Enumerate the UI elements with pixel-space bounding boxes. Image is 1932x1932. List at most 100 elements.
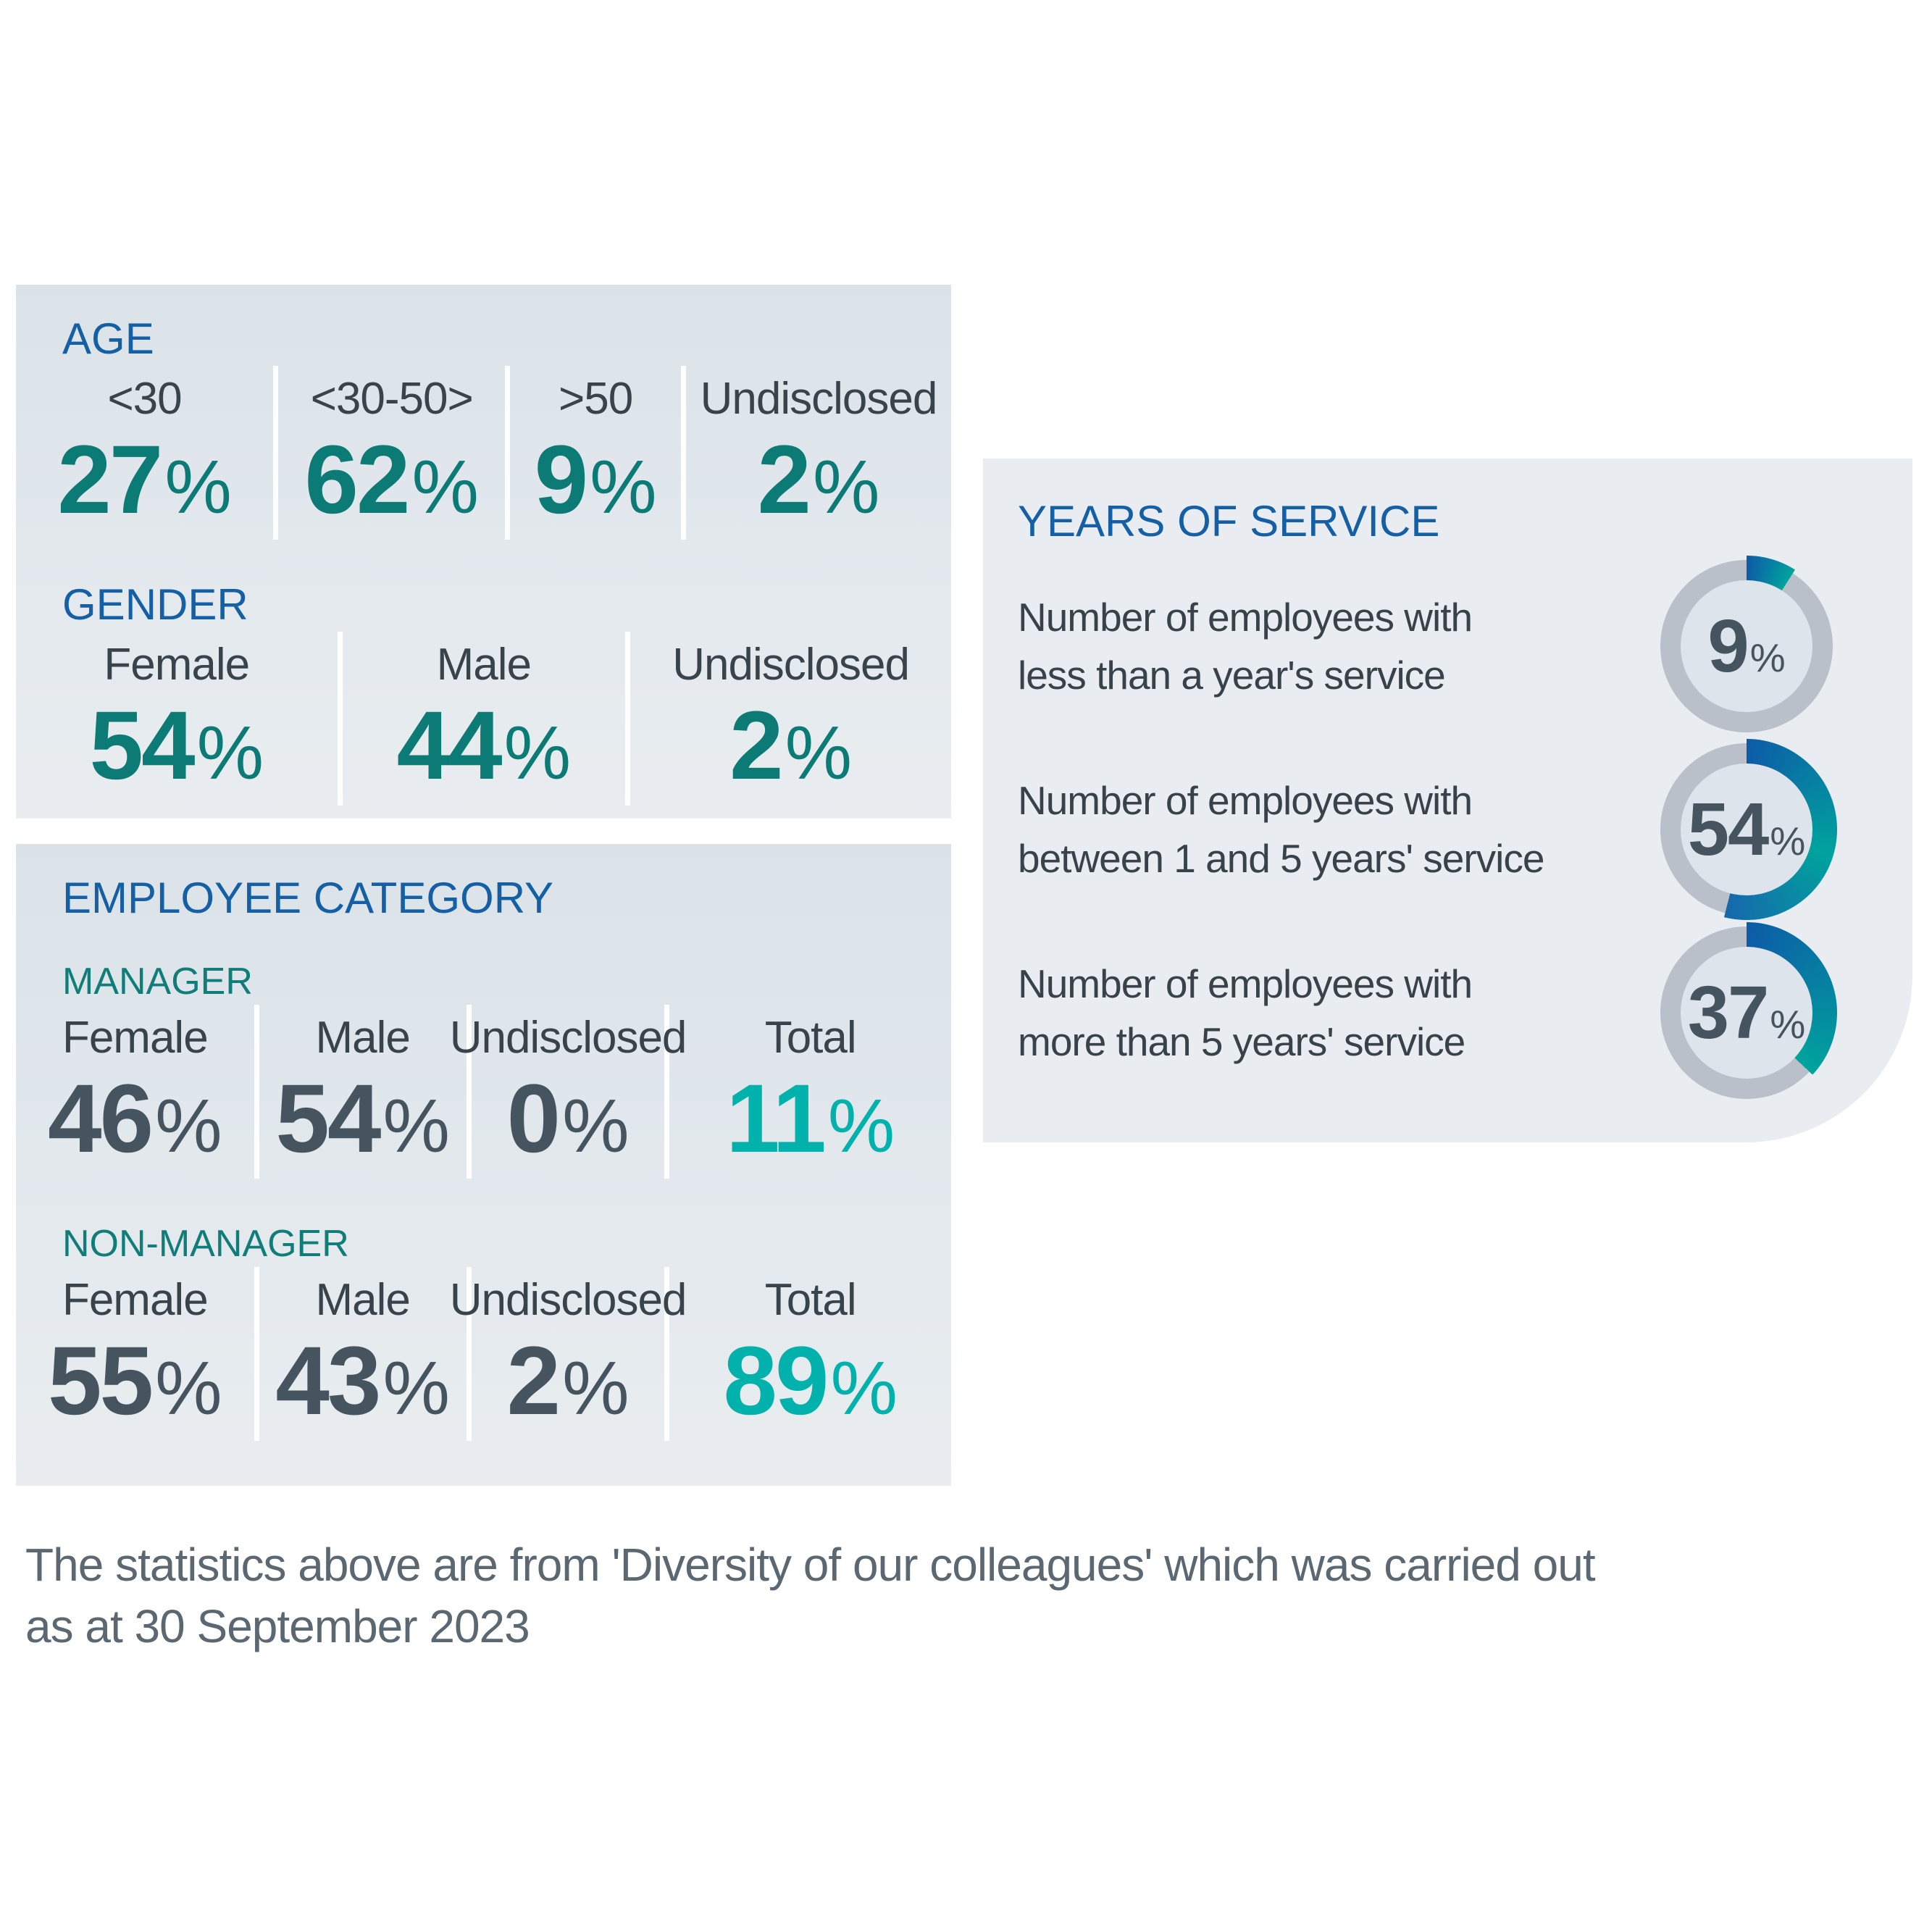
years-of-service-title: YEARS OF SERVICE bbox=[1018, 497, 1440, 545]
stat-value: 11% bbox=[726, 1065, 895, 1173]
source-note: The statistics above are from 'Diversity… bbox=[25, 1534, 1800, 1657]
service-row-text: Number of employees with more than 5 yea… bbox=[1018, 955, 1656, 1071]
gender-cell-undisclosed: Undisclosed 2% bbox=[630, 632, 951, 806]
service-text-line2: between 1 and 5 years' service bbox=[1018, 835, 1545, 881]
stat-value: 54% bbox=[275, 1065, 450, 1173]
non-manager-stat-row: Female 55% Male 43% Undisclosed 2% Total… bbox=[16, 1267, 951, 1441]
donut-value-label: 54% bbox=[1687, 787, 1806, 871]
percent-sign: % bbox=[196, 711, 264, 795]
donut-chart-1-to-5-years: 54% bbox=[1656, 738, 1837, 920]
panel-years-of-service: YEARS OF SERVICE Number of employees wit… bbox=[983, 459, 1912, 1142]
employee-category-title: EMPLOYEE CATEGORY bbox=[62, 874, 553, 922]
percent-sign: % bbox=[382, 1347, 450, 1431]
donut-hole: 9% bbox=[1681, 580, 1812, 712]
manager-stat-row: Female 46% Male 54% Undisclosed 0% Total… bbox=[16, 1005, 951, 1179]
source-note-line2: as at 30 September 2023 bbox=[25, 1600, 530, 1652]
stat-value: 62% bbox=[304, 426, 479, 534]
stat-value: 2% bbox=[757, 426, 880, 534]
percent-sign: % bbox=[562, 1347, 630, 1431]
percent-sign: % bbox=[785, 711, 853, 795]
service-row-text: Number of employees with less than a yea… bbox=[1018, 588, 1656, 704]
stat-value: 89% bbox=[723, 1327, 898, 1435]
stat-value: 27% bbox=[57, 426, 232, 534]
service-text-line1: Number of employees with bbox=[1018, 961, 1473, 1006]
gender-cell-female: Female 54% bbox=[16, 632, 343, 806]
non-manager-cell-undisclosed: Undisclosed 2% bbox=[450, 1267, 687, 1441]
manager-cell-total: Total 11% bbox=[669, 1005, 951, 1179]
service-row-1-to-5-years: Number of employees with between 1 and 5… bbox=[1018, 737, 1912, 921]
non-manager-cell-female: Female 55% bbox=[16, 1267, 259, 1441]
donut-chart-more-than-5-years: 37% bbox=[1656, 921, 1837, 1103]
service-text-line1: Number of employees with bbox=[1018, 777, 1473, 823]
percent-sign: % bbox=[382, 1084, 450, 1168]
percent-sign: % bbox=[827, 1084, 895, 1168]
percent-sign: % bbox=[411, 446, 479, 530]
donut-value-label: 37% bbox=[1687, 970, 1806, 1054]
stat-value: 46% bbox=[48, 1065, 222, 1173]
donut-hole: 37% bbox=[1681, 946, 1812, 1079]
stat-label: Total bbox=[764, 1275, 857, 1325]
non-manager-cell-total: Total 89% bbox=[669, 1267, 951, 1441]
panel-employee-category: EMPLOYEE CATEGORY MANAGER Female 46% Mal… bbox=[16, 844, 951, 1486]
age-cell-undisclosed: Undisclosed 2% bbox=[686, 366, 951, 540]
manager-subtitle: MANAGER bbox=[62, 961, 253, 1003]
service-row-text: Number of employees with between 1 and 5… bbox=[1018, 771, 1656, 887]
service-text-line2: less than a year's service bbox=[1018, 652, 1446, 698]
service-row-more-than-5-years: Number of employees with more than 5 yea… bbox=[1018, 921, 1912, 1104]
age-section-title: AGE bbox=[62, 314, 154, 363]
stat-label: <30 bbox=[107, 374, 182, 424]
stat-label: <30-50> bbox=[310, 374, 474, 424]
donut-chart-less-than-1-year: 9% bbox=[1656, 555, 1837, 737]
stat-label: Undisclosed bbox=[449, 1013, 687, 1063]
age-cell-under-30: <30 27% bbox=[16, 366, 279, 540]
service-row-less-than-1-year: Number of employees with less than a yea… bbox=[1018, 554, 1912, 737]
manager-cell-male: Male 54% bbox=[259, 1005, 472, 1179]
percent-sign: % bbox=[1770, 818, 1806, 863]
stat-value: 54% bbox=[89, 692, 264, 800]
donut-hole: 54% bbox=[1681, 763, 1812, 895]
stat-value: 9% bbox=[534, 426, 657, 534]
stat-value: 0% bbox=[506, 1065, 630, 1173]
percent-sign: % bbox=[830, 1347, 898, 1431]
service-text-line2: more than 5 years' service bbox=[1018, 1019, 1465, 1064]
stat-label: Male bbox=[315, 1013, 410, 1063]
stat-value: 2% bbox=[506, 1327, 630, 1435]
gender-section-title: GENDER bbox=[62, 580, 248, 629]
stat-label: Undisclosed bbox=[672, 640, 910, 690]
percent-sign: % bbox=[164, 446, 232, 530]
stat-value: 43% bbox=[275, 1327, 450, 1435]
manager-cell-female: Female 46% bbox=[16, 1005, 259, 1179]
percent-sign: % bbox=[590, 446, 657, 530]
gender-stat-row: Female 54% Male 44% Undisclosed 2% bbox=[16, 632, 951, 806]
percent-sign: % bbox=[1749, 635, 1786, 680]
stat-label: Female bbox=[104, 640, 250, 690]
stat-label: Undisclosed bbox=[449, 1275, 687, 1325]
stat-label: >50 bbox=[559, 374, 633, 424]
manager-cell-undisclosed: Undisclosed 0% bbox=[450, 1005, 687, 1179]
stat-label: Undisclosed bbox=[700, 374, 938, 424]
age-cell-30-50: <30-50> 62% bbox=[278, 366, 511, 540]
non-manager-cell-male: Male 43% bbox=[259, 1267, 472, 1441]
percent-sign: % bbox=[562, 1084, 630, 1168]
donut-value-label: 9% bbox=[1707, 603, 1786, 687]
gender-cell-male: Male 44% bbox=[343, 632, 631, 806]
percent-sign: % bbox=[155, 1084, 222, 1168]
stat-value: 55% bbox=[48, 1327, 222, 1435]
percent-sign: % bbox=[1770, 1001, 1806, 1047]
stat-label: Male bbox=[315, 1275, 410, 1325]
panel-demographics: AGE <30 27% <30-50> 62% >50 9% Undisclos… bbox=[16, 285, 951, 819]
non-manager-subtitle: NON-MANAGER bbox=[62, 1223, 349, 1265]
stat-label: Male bbox=[436, 640, 532, 690]
service-text-line1: Number of employees with bbox=[1018, 594, 1473, 640]
percent-sign: % bbox=[155, 1347, 222, 1431]
stat-label: Female bbox=[62, 1275, 209, 1325]
stat-label: Female bbox=[62, 1013, 209, 1063]
stat-value: 2% bbox=[729, 692, 853, 800]
stat-value: 44% bbox=[396, 692, 572, 800]
source-note-line1: The statistics above are from 'Diversity… bbox=[25, 1539, 1596, 1591]
percent-sign: % bbox=[503, 711, 572, 795]
percent-sign: % bbox=[813, 446, 880, 530]
stat-label: Total bbox=[764, 1013, 857, 1063]
age-stat-row: <30 27% <30-50> 62% >50 9% Undisclosed 2… bbox=[16, 366, 951, 540]
